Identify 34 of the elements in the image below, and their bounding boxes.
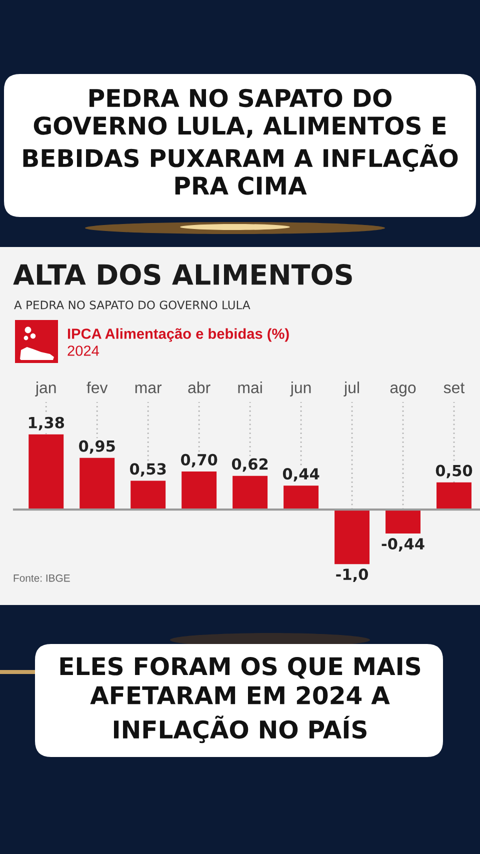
- data-label: 0,50: [436, 464, 472, 478]
- x-tick-label: ago: [390, 384, 416, 396]
- source-note: Fonte: IBGE: [14, 574, 70, 582]
- bar: [182, 471, 217, 510]
- x-tick-label: mai: [238, 382, 262, 394]
- chart-subtitle: A PEDRA NO SAPATO DO GOVERNO LULA: [14, 300, 250, 310]
- text: ELES FORAM OS QUE MAIS AFETARAM EM 2024 A INFLAÇÃO NO PAÍS: [60, 657, 420, 744]
- x-tick-label: jun: [290, 382, 311, 396]
- chart-title: ALTA DOS ALIMENTOS: [13, 264, 352, 286]
- bar: [80, 458, 115, 510]
- bar: [28, 434, 64, 510]
- bar: [334, 510, 370, 564]
- data-label: 0,95: [78, 440, 115, 454]
- data-label: 1,38: [28, 416, 64, 430]
- x-tick-label: abr: [188, 382, 210, 394]
- text: IPCA Alimentação e bebidas (%): [68, 328, 289, 342]
- text: PEDRA NO SAPATO DO GOVERNO LULA, ALIMENTOS E BEBIDAS PUXARAM A INFLAÇÃO PRA CIMA: [23, 88, 458, 195]
- x-tick-label: set: [444, 382, 465, 394]
- data-label: 0,70: [180, 454, 218, 468]
- bar: [232, 476, 268, 510]
- x-tick-label: jan: [35, 382, 56, 396]
- x-tick-label: jul: [344, 382, 359, 396]
- data-label: -1,0: [336, 568, 368, 582]
- bar: [436, 482, 472, 510]
- data-label: 0,62: [232, 458, 268, 472]
- x-tick-label: mar: [135, 384, 162, 394]
- bar: [130, 480, 166, 510]
- data-label: 0,53: [130, 463, 166, 477]
- bar: [386, 510, 420, 534]
- data-label: -0,44: [382, 538, 424, 552]
- bar: [284, 486, 319, 510]
- x-tick-label: fev: [86, 382, 108, 394]
- data-label: 0,44: [282, 468, 320, 482]
- text: 2024: [68, 346, 100, 356]
